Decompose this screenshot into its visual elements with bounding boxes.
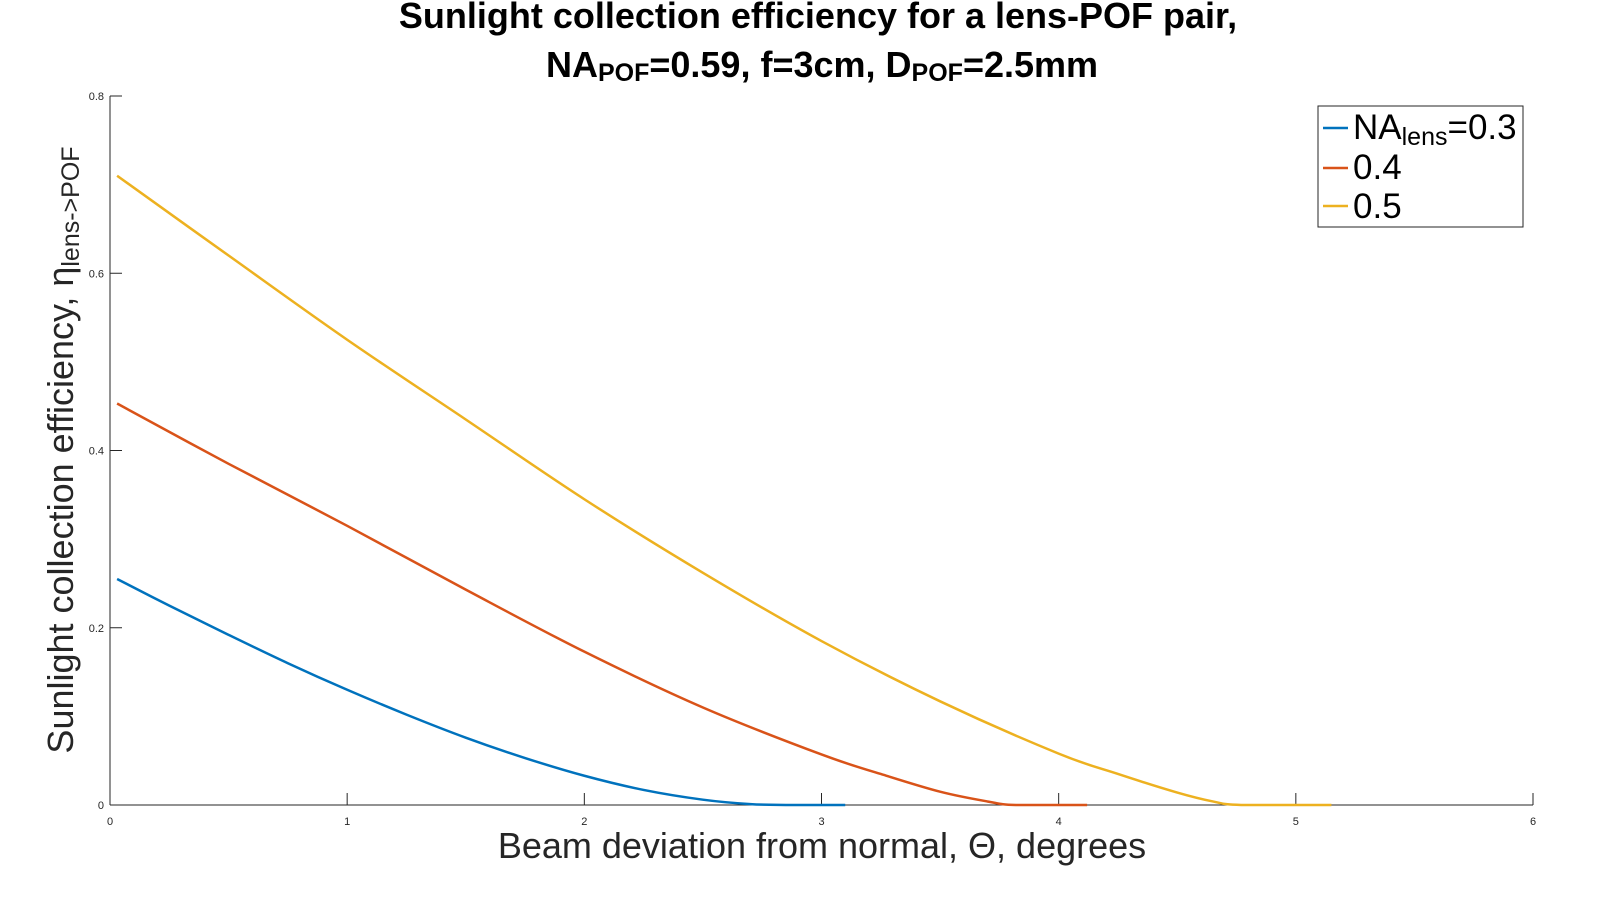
chart-title-line-1: Sunlight collection efficiency for a len…	[399, 0, 1237, 36]
series-line-0.4	[116, 402, 1088, 807]
series-group	[116, 174, 1332, 807]
legend-label-0.5: 0.5	[1353, 187, 1402, 226]
title-na-text: NA	[546, 44, 598, 85]
legend-lens-subscript: lens	[1402, 123, 1448, 151]
y-axis-label-main: Sunlight collection efficiency, η	[40, 267, 81, 754]
y-tick-label: 0.4	[89, 446, 104, 458]
y-ticks: 0 0.2 0.4 0.6 0.8	[89, 91, 122, 812]
x-tick-label: 5	[1293, 816, 1299, 828]
title-d-subscript: POF	[912, 59, 963, 87]
x-tick-label: 1	[344, 816, 350, 828]
y-tick-label: 0.6	[89, 268, 104, 280]
title-diameter-text: =2.5mm	[963, 44, 1098, 85]
x-axis-label: Beam deviation from normal, Θ, degrees	[498, 825, 1146, 866]
x-tick-label: 4	[1056, 816, 1062, 828]
x-ticks: 0 1 2 3 4 5 6	[107, 793, 1536, 828]
x-tick-label: 6	[1530, 816, 1536, 828]
title-params-text: =0.59, f=3cm, D	[649, 44, 911, 85]
y-axis-label-subscript: lens->POF	[57, 146, 85, 266]
chart-title-line-2: NAPOF=0.59, f=3cm, DPOF=2.5mm	[546, 44, 1098, 87]
x-tick-label: 2	[581, 816, 587, 828]
series-line-0.3	[116, 577, 846, 807]
x-tick-label: 0	[107, 816, 113, 828]
y-tick-label: 0.8	[89, 91, 104, 103]
y-axis-label: Sunlight collection efficiency, ηlens->P…	[40, 146, 85, 753]
title-na-subscript: POF	[598, 59, 649, 87]
legend-label-na-0.3: NAlens=0.3	[1353, 108, 1517, 151]
legend: NAlens=0.3 0.4 0.5	[1317, 105, 1524, 228]
legend-label-0.4: 0.4	[1353, 148, 1402, 187]
legend-box	[1317, 105, 1524, 228]
x-tick-label: 3	[818, 816, 824, 828]
y-tick-label: 0	[98, 800, 104, 812]
legend-na-value: =0.3	[1448, 108, 1517, 147]
y-tick-label: 0.2	[89, 623, 104, 635]
series-line-0.5	[116, 174, 1332, 807]
legend-na-text: NA	[1353, 108, 1402, 147]
